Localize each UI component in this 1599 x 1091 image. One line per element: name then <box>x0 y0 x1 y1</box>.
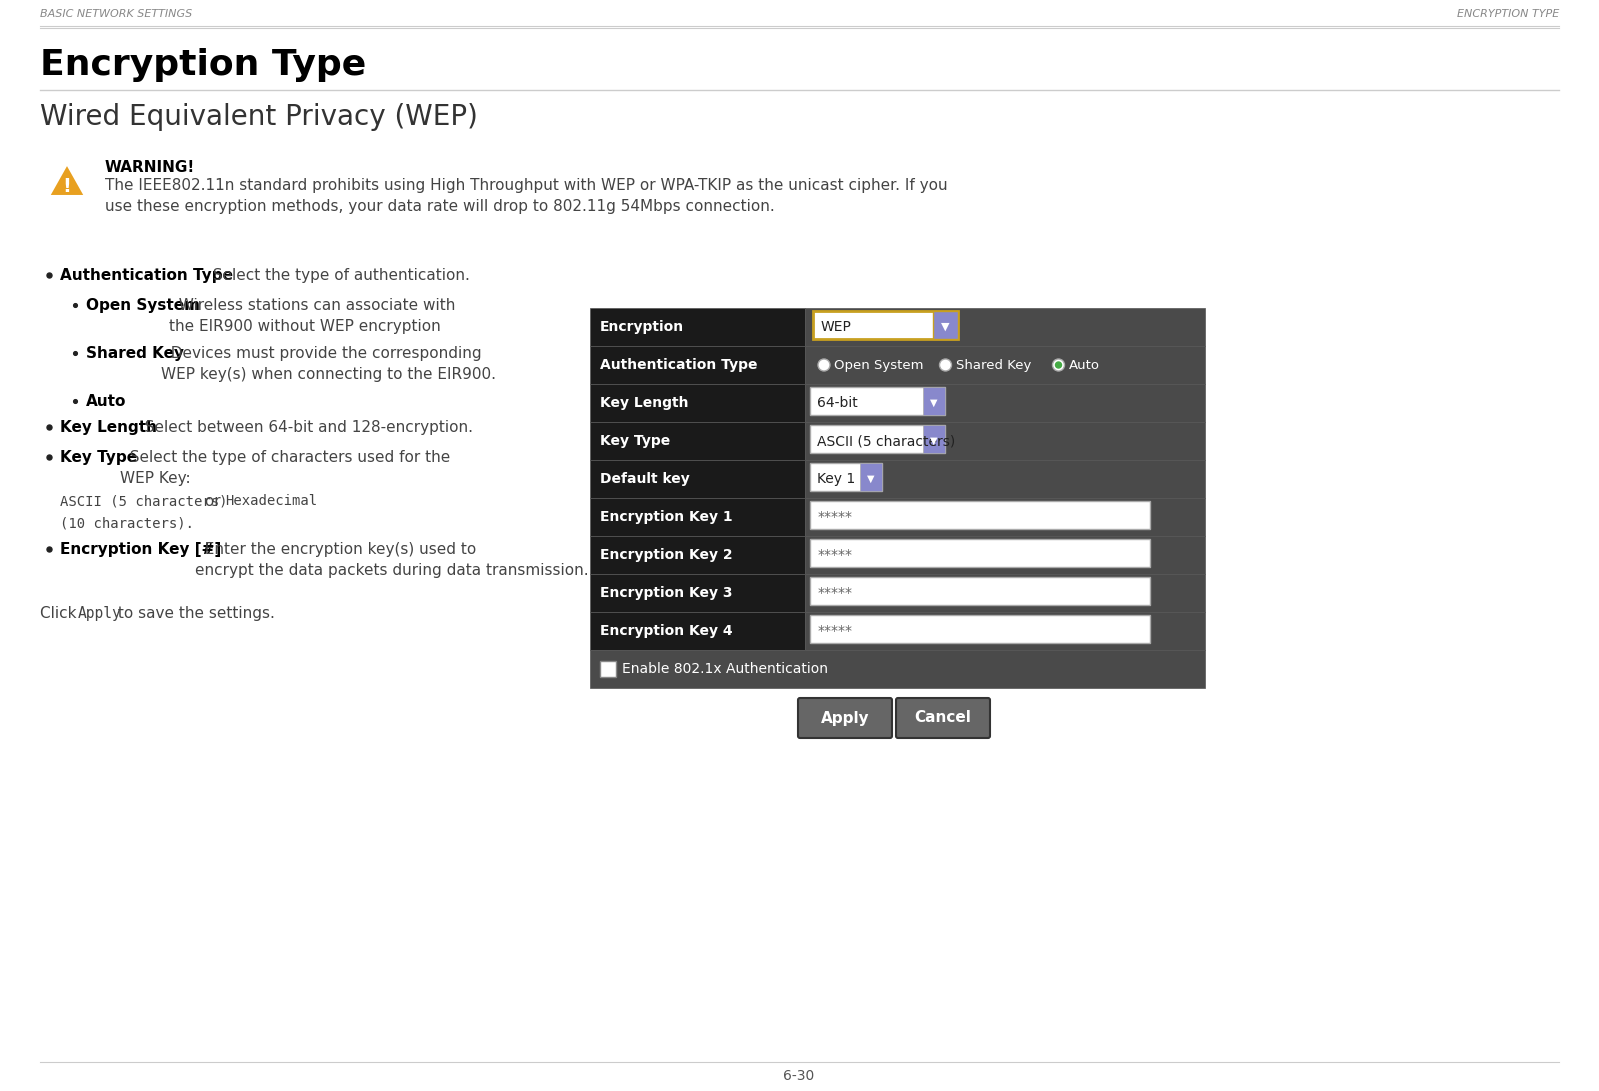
Text: Key 1: Key 1 <box>817 472 855 485</box>
Text: 64-bit: 64-bit <box>817 396 857 410</box>
Text: The IEEE802.11n standard prohibits using High Throughput with WEP or WPA-TKIP as: The IEEE802.11n standard prohibits using… <box>106 178 948 214</box>
FancyBboxPatch shape <box>804 612 1206 650</box>
Text: Encryption Key [#]: Encryption Key [#] <box>61 542 221 558</box>
FancyBboxPatch shape <box>590 497 804 536</box>
Text: Open System: Open System <box>835 359 924 372</box>
Text: ▼: ▼ <box>931 398 937 408</box>
FancyBboxPatch shape <box>804 574 1206 612</box>
Text: Default key: Default key <box>600 472 689 485</box>
Text: !: ! <box>62 177 72 195</box>
FancyBboxPatch shape <box>804 384 1206 422</box>
Text: *****: ***** <box>819 624 852 638</box>
Text: Shared Key: Shared Key <box>86 346 184 361</box>
FancyBboxPatch shape <box>590 422 804 460</box>
Text: Wireless stations can associate with
the EIR900 without WEP encryption: Wireless stations can associate with the… <box>168 298 454 334</box>
FancyBboxPatch shape <box>590 612 804 650</box>
FancyBboxPatch shape <box>804 536 1206 574</box>
Text: Encryption Key 2: Encryption Key 2 <box>600 548 732 562</box>
FancyBboxPatch shape <box>860 463 883 491</box>
Text: to save the settings.: to save the settings. <box>114 606 275 621</box>
Text: Auto: Auto <box>86 394 126 409</box>
Text: Devices must provide the corresponding
WEP key(s) when connecting to the EIR900.: Devices must provide the corresponding W… <box>161 346 496 382</box>
Text: BASIC NETWORK SETTINGS: BASIC NETWORK SETTINGS <box>40 9 192 19</box>
Text: Wired Equivalent Privacy (WEP): Wired Equivalent Privacy (WEP) <box>40 103 478 131</box>
FancyBboxPatch shape <box>798 698 892 738</box>
FancyBboxPatch shape <box>600 661 616 678</box>
Text: Key Length: Key Length <box>600 396 689 410</box>
FancyBboxPatch shape <box>811 577 1150 606</box>
Text: or: or <box>200 494 225 509</box>
Circle shape <box>1055 362 1062 368</box>
Text: Authentication Type: Authentication Type <box>61 268 233 283</box>
Text: *****: ***** <box>819 548 852 562</box>
Text: *****: ***** <box>819 586 852 600</box>
Text: Encryption Key 1: Encryption Key 1 <box>600 509 732 524</box>
FancyBboxPatch shape <box>590 536 804 574</box>
FancyBboxPatch shape <box>811 463 883 491</box>
Text: Cancel: Cancel <box>915 710 972 726</box>
FancyBboxPatch shape <box>804 460 1206 497</box>
FancyBboxPatch shape <box>590 346 804 384</box>
Circle shape <box>1052 359 1065 371</box>
Text: Select the type of authentication.: Select the type of authentication. <box>203 268 470 283</box>
Text: ▼: ▼ <box>931 436 937 446</box>
Text: ▼: ▼ <box>940 322 950 332</box>
Text: Encryption Type: Encryption Type <box>40 48 366 82</box>
Text: ASCII (5 characters): ASCII (5 characters) <box>817 434 955 448</box>
FancyBboxPatch shape <box>804 497 1206 536</box>
Text: Auto: Auto <box>1068 359 1100 372</box>
Text: Apply: Apply <box>820 710 870 726</box>
Text: Select the type of characters used for the
WEP Key:: Select the type of characters used for t… <box>120 449 451 485</box>
FancyBboxPatch shape <box>590 650 1206 688</box>
Text: Click: Click <box>40 606 82 621</box>
FancyBboxPatch shape <box>811 615 1150 643</box>
FancyBboxPatch shape <box>811 425 945 453</box>
FancyBboxPatch shape <box>590 384 804 422</box>
Text: Key Length: Key Length <box>61 420 157 435</box>
Text: Encryption Key 3: Encryption Key 3 <box>600 586 732 600</box>
Text: Hexadecimal: Hexadecimal <box>225 494 317 508</box>
Text: Encryption: Encryption <box>600 320 684 334</box>
Circle shape <box>940 359 951 371</box>
Text: Enable 802.1x Authentication: Enable 802.1x Authentication <box>622 662 828 676</box>
FancyBboxPatch shape <box>812 311 958 339</box>
Text: (10 characters).: (10 characters). <box>61 516 193 530</box>
FancyBboxPatch shape <box>590 308 804 346</box>
FancyBboxPatch shape <box>804 422 1206 460</box>
FancyBboxPatch shape <box>590 574 804 612</box>
Circle shape <box>819 359 830 371</box>
Text: WARNING!: WARNING! <box>106 160 195 175</box>
Text: Key Type: Key Type <box>600 434 670 448</box>
Text: Key Type: Key Type <box>61 449 138 465</box>
Text: WEP: WEP <box>820 320 852 334</box>
FancyBboxPatch shape <box>811 501 1150 529</box>
Text: Encryption Key 4: Encryption Key 4 <box>600 624 732 638</box>
Text: Shared Key: Shared Key <box>956 359 1031 372</box>
Text: ASCII (5 characters): ASCII (5 characters) <box>61 494 227 508</box>
Text: Select between 64-bit and 128-encryption.: Select between 64-bit and 128-encryption… <box>134 420 473 435</box>
FancyBboxPatch shape <box>895 698 990 738</box>
Text: ENCRYPTION TYPE: ENCRYPTION TYPE <box>1457 9 1559 19</box>
FancyBboxPatch shape <box>923 387 945 415</box>
FancyBboxPatch shape <box>804 308 1206 346</box>
FancyBboxPatch shape <box>923 425 945 453</box>
Polygon shape <box>50 164 85 196</box>
FancyBboxPatch shape <box>811 387 945 415</box>
Text: ▼: ▼ <box>867 473 875 484</box>
Text: Open System: Open System <box>86 298 200 313</box>
Text: Authentication Type: Authentication Type <box>600 358 758 372</box>
Text: Apply: Apply <box>78 606 122 621</box>
Text: Enter the encryption key(s) used to
encrypt the data packets during data transmi: Enter the encryption key(s) used to encr… <box>195 542 588 578</box>
FancyBboxPatch shape <box>804 346 1206 384</box>
Text: 6-30: 6-30 <box>784 1069 814 1083</box>
FancyBboxPatch shape <box>932 311 958 339</box>
FancyBboxPatch shape <box>590 460 804 497</box>
FancyBboxPatch shape <box>811 539 1150 567</box>
Text: *****: ***** <box>819 509 852 524</box>
